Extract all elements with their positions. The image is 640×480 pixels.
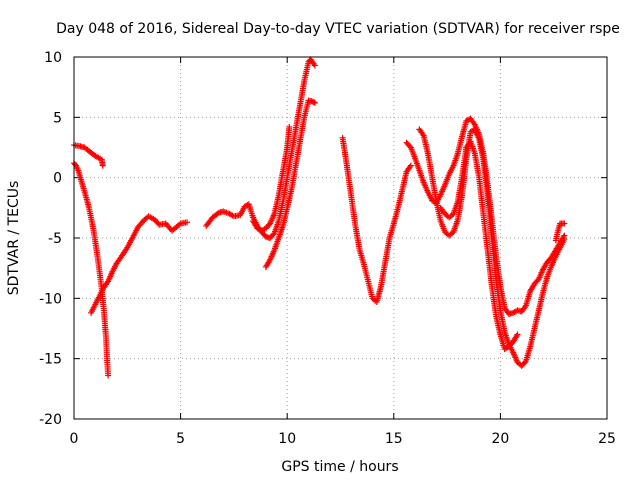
y-axis-ticks: -20 -15 -10 -5 0 5 10 — [39, 50, 607, 428]
data-series-10 — [552, 220, 568, 244]
y-tick-label: 0 — [53, 171, 62, 187]
data-series-4 — [262, 97, 318, 270]
y-axis-label: SDTVAR / TECUs — [6, 181, 22, 296]
data-series-6 — [339, 134, 414, 305]
x-tick-label: 15 — [385, 431, 403, 447]
data-point — [286, 123, 293, 130]
data-series — [71, 56, 568, 379]
data-series-8 — [416, 126, 568, 369]
grid-lines — [74, 57, 607, 419]
data-point — [183, 219, 190, 226]
data-point — [561, 236, 568, 243]
x-tick-label: 25 — [598, 431, 616, 447]
y-tick-label: 10 — [44, 50, 62, 66]
data-series-5 — [250, 123, 293, 234]
data-point — [406, 143, 413, 150]
chart-title: Day 048 of 2016, Sidereal Day-to-day VTE… — [56, 21, 620, 37]
x-tick-label: 20 — [491, 431, 509, 447]
data-point — [561, 220, 568, 227]
data-series-1 — [71, 160, 112, 379]
y-tick-label: -5 — [48, 231, 62, 247]
x-tick-label: 0 — [70, 431, 79, 447]
data-point — [311, 62, 318, 69]
y-tick-label: -15 — [39, 352, 62, 368]
y-tick-label: 5 — [53, 110, 62, 126]
x-axis-ticks: 0 5 10 15 20 25 — [70, 57, 616, 447]
data-point — [155, 220, 162, 227]
data-series-0 — [71, 142, 106, 169]
y-tick-label: -20 — [39, 412, 62, 428]
y-tick-label: -10 — [39, 291, 62, 307]
x-axis-label: GPS time / hours — [281, 459, 398, 475]
data-point — [214, 210, 221, 217]
data-point — [105, 372, 112, 379]
data-point — [99, 162, 106, 169]
data-point — [407, 162, 414, 169]
x-tick-label: 10 — [278, 431, 296, 447]
data-series-3 — [203, 56, 318, 241]
data-point — [310, 99, 317, 106]
data-series-9 — [437, 138, 521, 353]
x-tick-label: 5 — [176, 431, 185, 447]
data-series-2 — [88, 213, 190, 316]
plot-frame — [73, 56, 608, 420]
data-point — [521, 359, 528, 366]
data-point — [514, 331, 521, 338]
data-point — [311, 99, 318, 106]
